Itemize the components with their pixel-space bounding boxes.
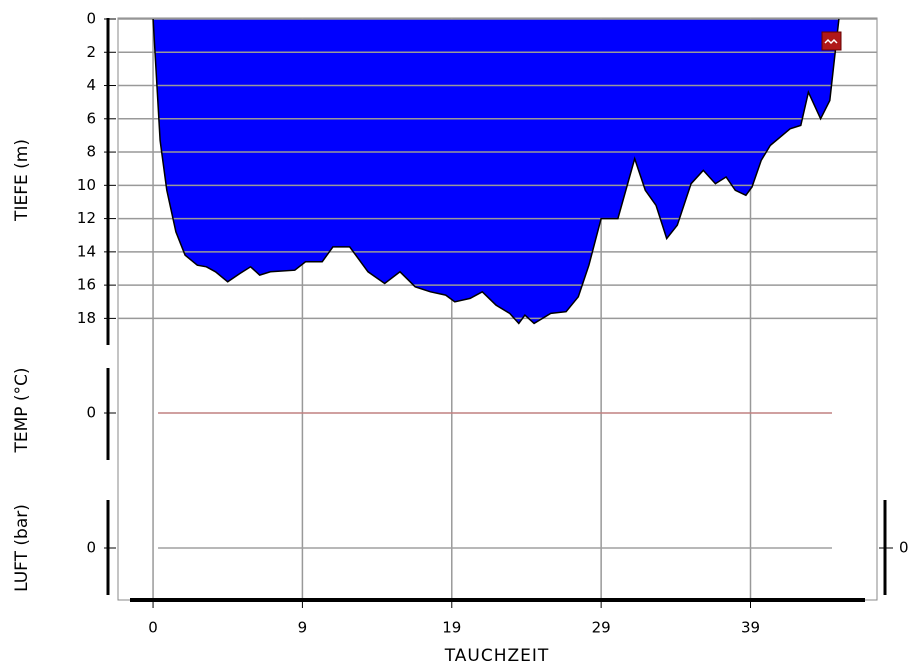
- x-tick-label: 39: [741, 619, 760, 637]
- x-tick-label: 29: [592, 619, 611, 637]
- x-tick-label: 0: [148, 619, 158, 637]
- y-tick-label: 0: [86, 404, 96, 422]
- depth-line: [152, 18, 840, 325]
- y-tick-label: 6: [86, 109, 96, 127]
- y-tick-label: 8: [86, 143, 96, 161]
- x-axis-title: TAUCHZEIT: [444, 646, 550, 666]
- x-tick-label: 19: [442, 619, 461, 637]
- y-axis-title: LUFT (bar): [12, 504, 32, 592]
- marker-icon-glyph: [824, 38, 838, 45]
- y-axis-title: TIEFE (m): [12, 139, 32, 222]
- y-axis-title: TEMP (°C): [12, 367, 32, 453]
- y-tick-label: 2: [86, 43, 96, 61]
- marker-icon: [821, 31, 842, 51]
- depth-area: [153, 19, 839, 324]
- y2-tick-label: 0: [899, 539, 909, 557]
- y-tick-label: 0: [86, 10, 96, 28]
- y-tick-label: 14: [77, 242, 96, 260]
- y-tick-label: 12: [77, 209, 96, 227]
- y-tick-label: 10: [77, 176, 96, 194]
- x-tick-label: 9: [298, 619, 308, 637]
- y-tick-label: 16: [77, 276, 96, 294]
- y-tick-label: 4: [86, 76, 96, 94]
- y-tick-label: 0: [86, 539, 96, 557]
- y-tick-label: 18: [77, 309, 96, 327]
